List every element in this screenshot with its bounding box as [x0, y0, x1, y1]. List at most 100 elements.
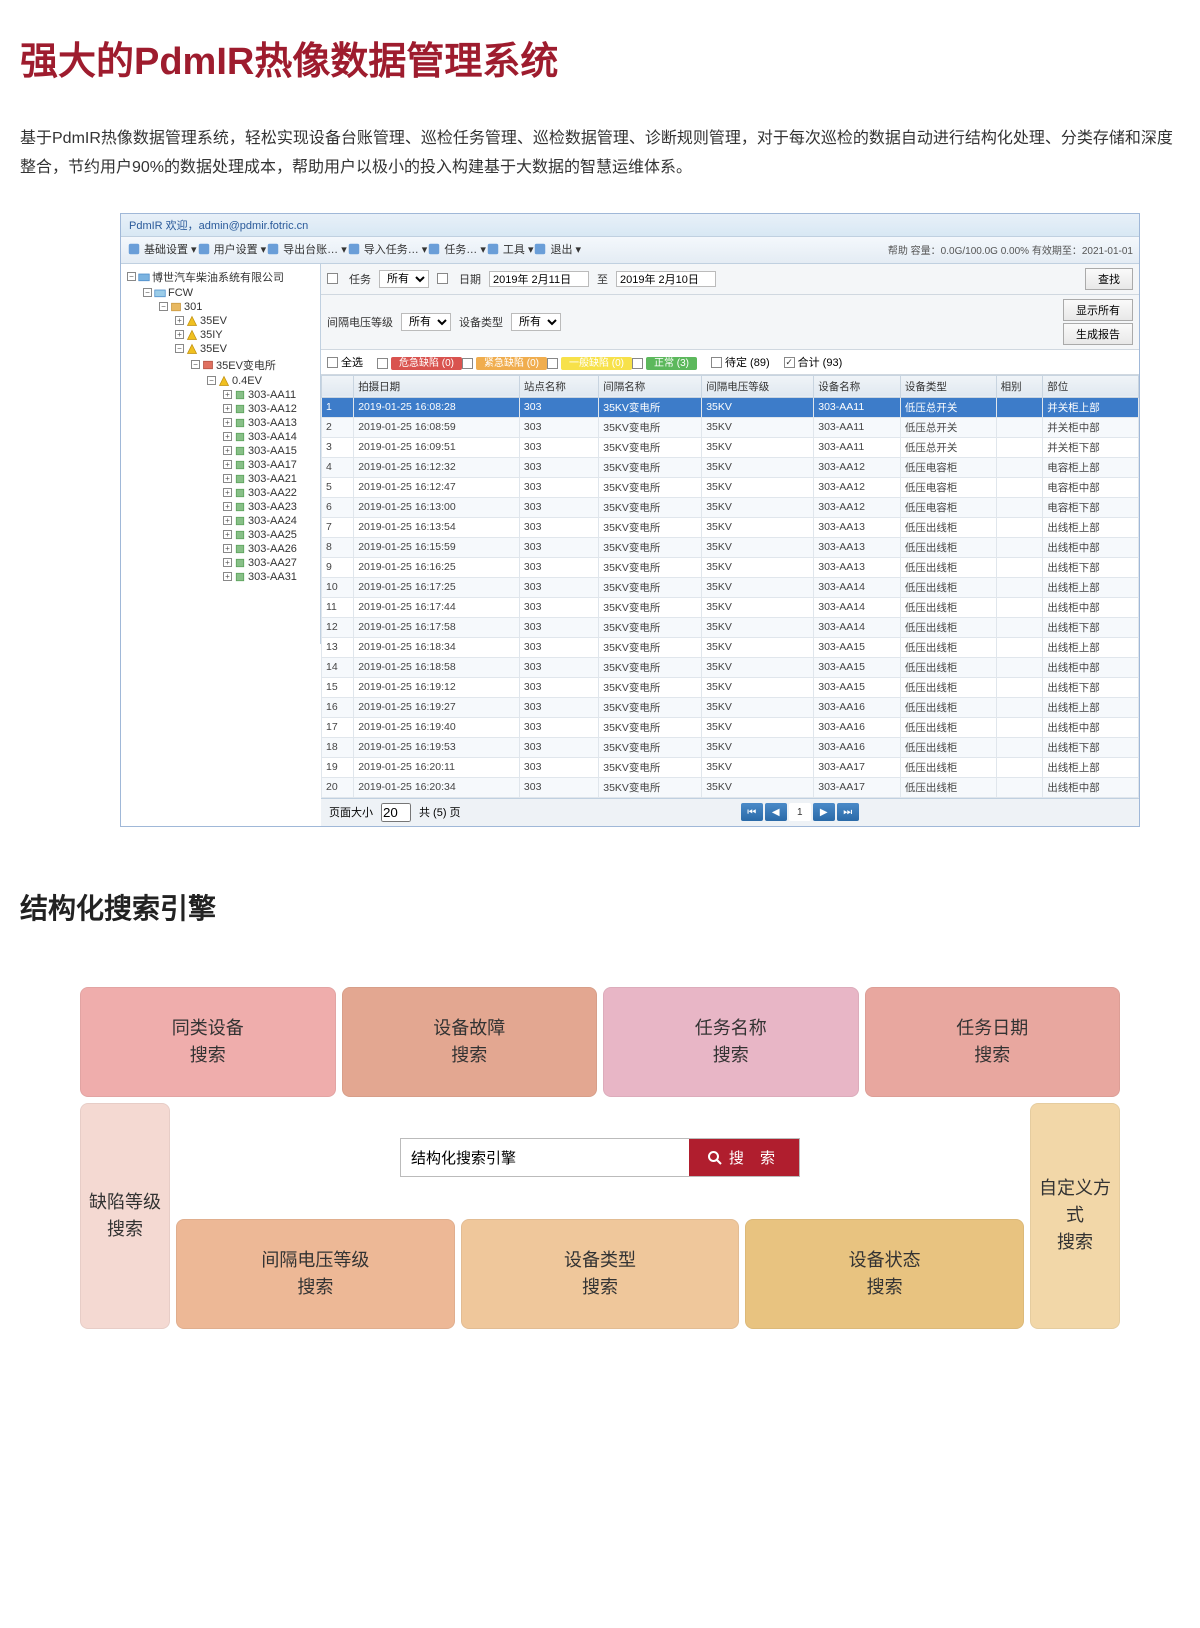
tree-04ev[interactable]: 0.4EV [232, 375, 262, 387]
tree-leaf[interactable]: +303-AA15 [219, 444, 318, 458]
tree-leaf[interactable]: +303-AA23 [219, 500, 318, 514]
search-tile[interactable]: 设备类型搜索 [461, 1219, 740, 1329]
selectall-checkbox[interactable] [327, 357, 338, 368]
tree-leaf[interactable]: +303-AA31 [219, 570, 318, 584]
tree-35ev[interactable]: 35EV [200, 315, 227, 327]
filter-bar-1: 任务 所有 日期 至 查找 [321, 264, 1139, 295]
search-tile[interactable]: 设备状态搜索 [745, 1219, 1024, 1329]
table-row[interactable]: 162019-01-25 16:19:2730335KV变电所35KV303-A… [322, 697, 1139, 717]
tree-leaf[interactable]: +303-AA17 [219, 458, 318, 472]
table-row[interactable]: 122019-01-25 16:17:5830335KV变电所35KV303-A… [322, 617, 1139, 637]
task-checkbox[interactable] [327, 273, 338, 284]
toolbar-item[interactable]: 导出台账… ▾ [266, 241, 347, 257]
tile-custom[interactable]: 自定义方式搜索 [1030, 1103, 1120, 1329]
table-row[interactable]: 152019-01-25 16:19:1230335KV变电所35KV303-A… [322, 677, 1139, 697]
search-button[interactable]: 查找 [1085, 268, 1133, 290]
tree-root[interactable]: 博世汽车柴油系统有限公司 [152, 269, 284, 285]
tree-leaf[interactable]: +303-AA26 [219, 542, 318, 556]
search-tile[interactable]: 任务名称搜索 [603, 987, 859, 1097]
pager-last[interactable]: ⏭ [837, 803, 859, 821]
table-row[interactable]: 22019-01-25 16:08:5930335KV变电所35KV303-AA… [322, 417, 1139, 437]
search-button-main[interactable]: 搜 索 [689, 1139, 799, 1176]
table-row[interactable]: 32019-01-25 16:09:5130335KV变电所35KV303-AA… [322, 437, 1139, 457]
col-header[interactable]: 站点名称 [519, 375, 598, 397]
tree-leaf[interactable]: +303-AA22 [219, 486, 318, 500]
pending-checkbox[interactable] [711, 357, 722, 368]
table-row[interactable]: 182019-01-25 16:19:5330335KV变电所35KV303-A… [322, 737, 1139, 757]
level-label: 间隔电压等级 [327, 314, 393, 330]
table-row[interactable]: 112019-01-25 16:17:4430335KV变电所35KV303-A… [322, 597, 1139, 617]
table-row[interactable]: 92019-01-25 16:16:2530335KV变电所35KV303-AA… [322, 557, 1139, 577]
toolbar-item[interactable]: 用户设置 ▾ [197, 241, 267, 257]
toolbar-item[interactable]: 基础设置 ▾ [127, 241, 197, 257]
col-header[interactable]: 间隔名称 [599, 375, 702, 397]
search-input[interactable] [401, 1139, 689, 1176]
main-title: 强大的PdmIR热像数据管理系统 [20, 30, 1180, 85]
selectall-label: 全选 [341, 357, 363, 369]
pager-next[interactable]: ▶ [813, 803, 835, 821]
tree-fcw[interactable]: FCW [168, 287, 193, 299]
pager-bar: 页面大小 共 (5) 页 ⏮ ◀ 1 ▶ ⏭ [321, 798, 1139, 826]
table-row[interactable]: 172019-01-25 16:19:4030335KV变电所35KV303-A… [322, 717, 1139, 737]
pager-page[interactable]: 1 [789, 803, 811, 821]
tree-301[interactable]: 301 [184, 301, 202, 313]
table-row[interactable]: 192019-01-25 16:20:1130335KV变电所35KV303-A… [322, 757, 1139, 777]
search-tile[interactable]: 同类设备搜索 [80, 987, 336, 1097]
table-row[interactable]: 52019-01-25 16:12:4730335KV变电所35KV303-AA… [322, 477, 1139, 497]
tree-leaf[interactable]: +303-AA27 [219, 556, 318, 570]
table-row[interactable]: 72019-01-25 16:13:5430335KV变电所35KV303-AA… [322, 517, 1139, 537]
date-to[interactable] [616, 271, 716, 287]
pager-first[interactable]: ⏮ [741, 803, 763, 821]
app-window: PdmIR 欢迎，admin@pdmir.fotric.cn 基础设置 ▾ 用户… [120, 213, 1140, 827]
table-row[interactable]: 132019-01-25 16:18:3430335KV变电所35KV303-A… [322, 637, 1139, 657]
tile-defect-level[interactable]: 缺陷等级搜索 [80, 1103, 170, 1329]
level-select[interactable]: 所有 [401, 313, 451, 331]
pager-prev[interactable]: ◀ [765, 803, 787, 821]
tree-panel[interactable]: −博世汽车柴油系统有限公司 −FCW −301 +35EV +35IY −35E… [121, 264, 321, 644]
tree-leaf[interactable]: +303-AA21 [219, 472, 318, 486]
tree-35ev2[interactable]: 35EV [200, 343, 227, 355]
search-grid: 同类设备搜索设备故障搜索任务名称搜索任务日期搜索 缺陷等级搜索 搜 索 间隔电压… [80, 987, 1120, 1329]
table-row[interactable]: 42019-01-25 16:12:3230335KV变电所35KV303-AA… [322, 457, 1139, 477]
tree-leaf[interactable]: +303-AA24 [219, 514, 318, 528]
tree-station[interactable]: 35EV变电所 [216, 357, 276, 373]
task-select[interactable]: 所有 [379, 270, 429, 288]
pending-label: 待定 (89) [725, 357, 770, 369]
search-tile[interactable]: 设备故障搜索 [342, 987, 598, 1097]
search-btn-label: 搜 索 [729, 1147, 781, 1168]
search-box: 搜 索 [400, 1138, 800, 1177]
tree-leaf[interactable]: +303-AA25 [219, 528, 318, 542]
report-button[interactable]: 生成报告 [1063, 323, 1133, 345]
search-tile[interactable]: 任务日期搜索 [865, 987, 1121, 1097]
table-row[interactable]: 12019-01-25 16:08:2830335KV变电所35KV303-AA… [322, 397, 1139, 417]
showall-button[interactable]: 显示所有 [1063, 299, 1133, 321]
toolbar-item[interactable]: 导入任务… ▾ [347, 241, 428, 257]
date-from[interactable] [489, 271, 589, 287]
tree-35iy[interactable]: 35IY [200, 329, 223, 341]
search-tile[interactable]: 间隔电压等级搜索 [176, 1219, 455, 1329]
col-header[interactable]: 设备类型 [900, 375, 996, 397]
pagesize-input[interactable] [381, 803, 411, 822]
col-header[interactable]: 部位 [1043, 375, 1139, 397]
tree-leaf[interactable]: +303-AA14 [219, 430, 318, 444]
section2-title: 结构化搜索引擎 [20, 887, 1180, 927]
table-row[interactable]: 82019-01-25 16:15:5930335KV变电所35KV303-AA… [322, 537, 1139, 557]
total-checkbox[interactable] [784, 357, 795, 368]
col-header[interactable] [322, 375, 354, 397]
table-row[interactable]: 62019-01-25 16:13:0030335KV变电所35KV303-AA… [322, 497, 1139, 517]
type-select[interactable]: 所有 [511, 313, 561, 331]
tree-leaf[interactable]: +303-AA11 [219, 388, 318, 402]
table-row[interactable]: 102019-01-25 16:17:2530335KV变电所35KV303-A… [322, 577, 1139, 597]
date-checkbox[interactable] [437, 273, 448, 284]
toolbar-item[interactable]: 退出 ▾ [533, 241, 581, 257]
col-header[interactable]: 间隔电压等级 [702, 375, 814, 397]
col-header[interactable]: 拍摄日期 [354, 375, 520, 397]
tree-leaf[interactable]: +303-AA13 [219, 416, 318, 430]
toolbar-item[interactable]: 任务… ▾ [427, 241, 486, 257]
table-row[interactable]: 202019-01-25 16:20:3430335KV变电所35KV303-A… [322, 777, 1139, 797]
tree-leaf[interactable]: +303-AA12 [219, 402, 318, 416]
col-header[interactable]: 相别 [996, 375, 1043, 397]
col-header[interactable]: 设备名称 [814, 375, 901, 397]
toolbar-item[interactable]: 工具 ▾ [486, 241, 534, 257]
table-row[interactable]: 142019-01-25 16:18:5830335KV变电所35KV303-A… [322, 657, 1139, 677]
